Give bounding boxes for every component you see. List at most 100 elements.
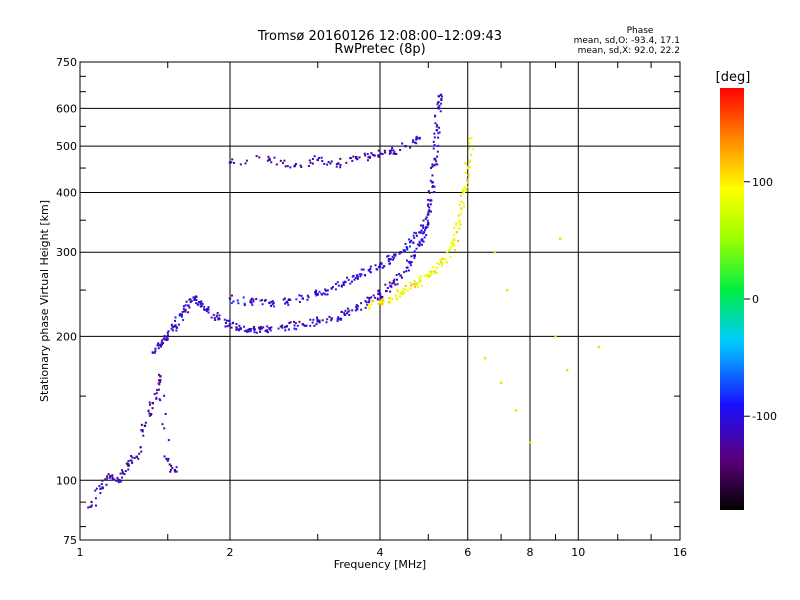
echo-point (147, 409, 150, 412)
echo-point (420, 279, 423, 282)
x-tick-label: 2 (227, 546, 234, 559)
data-point (343, 280, 347, 284)
echo-point (94, 497, 97, 500)
echo-point (218, 318, 221, 321)
echo-point (129, 459, 132, 462)
echo-point (298, 320, 301, 323)
echo-point (270, 304, 273, 307)
echo-point (237, 302, 240, 305)
echo-point (111, 476, 114, 479)
y-tick-label: 750 (56, 56, 77, 69)
echo-point (351, 280, 354, 283)
echo-point (266, 159, 269, 162)
echo-point (425, 234, 428, 237)
data-point (367, 300, 371, 304)
data-point (378, 300, 382, 304)
echo-point (433, 190, 436, 193)
echo-point (380, 262, 383, 265)
echo-point (422, 240, 425, 243)
echo-point (407, 269, 410, 272)
echo-point (244, 330, 247, 333)
echo-point (106, 475, 109, 478)
data-point (316, 158, 319, 162)
echo-point (348, 313, 351, 316)
echo-point (175, 329, 178, 332)
data-point (389, 297, 392, 300)
echo-point (427, 190, 430, 193)
echo-point (388, 149, 391, 152)
echo-point (166, 338, 169, 341)
echo-point (192, 296, 195, 299)
echo-point (154, 349, 157, 352)
echo-point (393, 278, 396, 281)
echo-point (164, 412, 167, 415)
echo-point (139, 446, 142, 449)
echo-point (403, 292, 406, 295)
echo-point (401, 142, 404, 145)
echo-point (273, 305, 276, 308)
echo-point (472, 148, 475, 151)
echo-point (265, 329, 268, 332)
echo-point (384, 283, 387, 286)
echo-point (372, 294, 375, 297)
echo-point (445, 261, 448, 264)
echo-point (440, 97, 443, 100)
echo-point (430, 270, 433, 273)
echo-point (455, 224, 458, 227)
echo-point (369, 306, 372, 309)
echo-point (127, 460, 130, 463)
echo-point (329, 162, 332, 165)
echo-point (284, 302, 287, 305)
echo-point (412, 254, 415, 257)
echo-point (413, 141, 416, 144)
data-point (418, 244, 421, 247)
echo-point (393, 256, 396, 259)
echo-point (335, 163, 338, 166)
echo-point (439, 110, 442, 113)
echo-point (365, 301, 368, 304)
echo-point (203, 305, 206, 308)
echo-point (351, 159, 354, 162)
echo-point (142, 434, 145, 437)
echo-point (253, 331, 256, 334)
echo-point (255, 331, 258, 334)
echo-point (324, 288, 327, 291)
echo-point (429, 274, 432, 277)
echo-point (124, 470, 127, 473)
echo-point (182, 319, 185, 322)
echo-point (203, 308, 206, 311)
echo-point (293, 324, 296, 327)
echo-point (357, 305, 360, 308)
echo-point (433, 185, 436, 188)
echo-point (318, 319, 321, 322)
echo-point (386, 255, 389, 258)
echo-point (356, 277, 359, 280)
colorbar: [deg] 100 0 -100 (716, 70, 777, 510)
echo-point (339, 166, 342, 169)
echo-point (440, 102, 443, 105)
echo-point (263, 299, 266, 302)
echo-point (106, 477, 109, 480)
echo-point (117, 481, 120, 484)
scatter-points (87, 93, 601, 509)
echo-point (314, 290, 317, 293)
echo-point (243, 302, 246, 305)
echo-point (460, 208, 463, 211)
echo-point (212, 313, 215, 316)
echo-point (423, 274, 426, 277)
echo-point (368, 298, 371, 301)
echo-point (195, 295, 198, 298)
echo-point (218, 314, 221, 317)
data-point (470, 136, 473, 140)
y-tick-label: 500 (56, 140, 77, 153)
echo-point (423, 229, 426, 232)
echo-point (421, 232, 424, 235)
data-point (151, 401, 155, 405)
echo-point (213, 316, 216, 319)
echo-point (396, 283, 399, 286)
echo-point (133, 457, 136, 460)
echo-point (247, 330, 250, 333)
echo-point (418, 277, 421, 280)
colorbar-tick-label: 0 (752, 293, 759, 306)
echo-point (273, 156, 276, 159)
